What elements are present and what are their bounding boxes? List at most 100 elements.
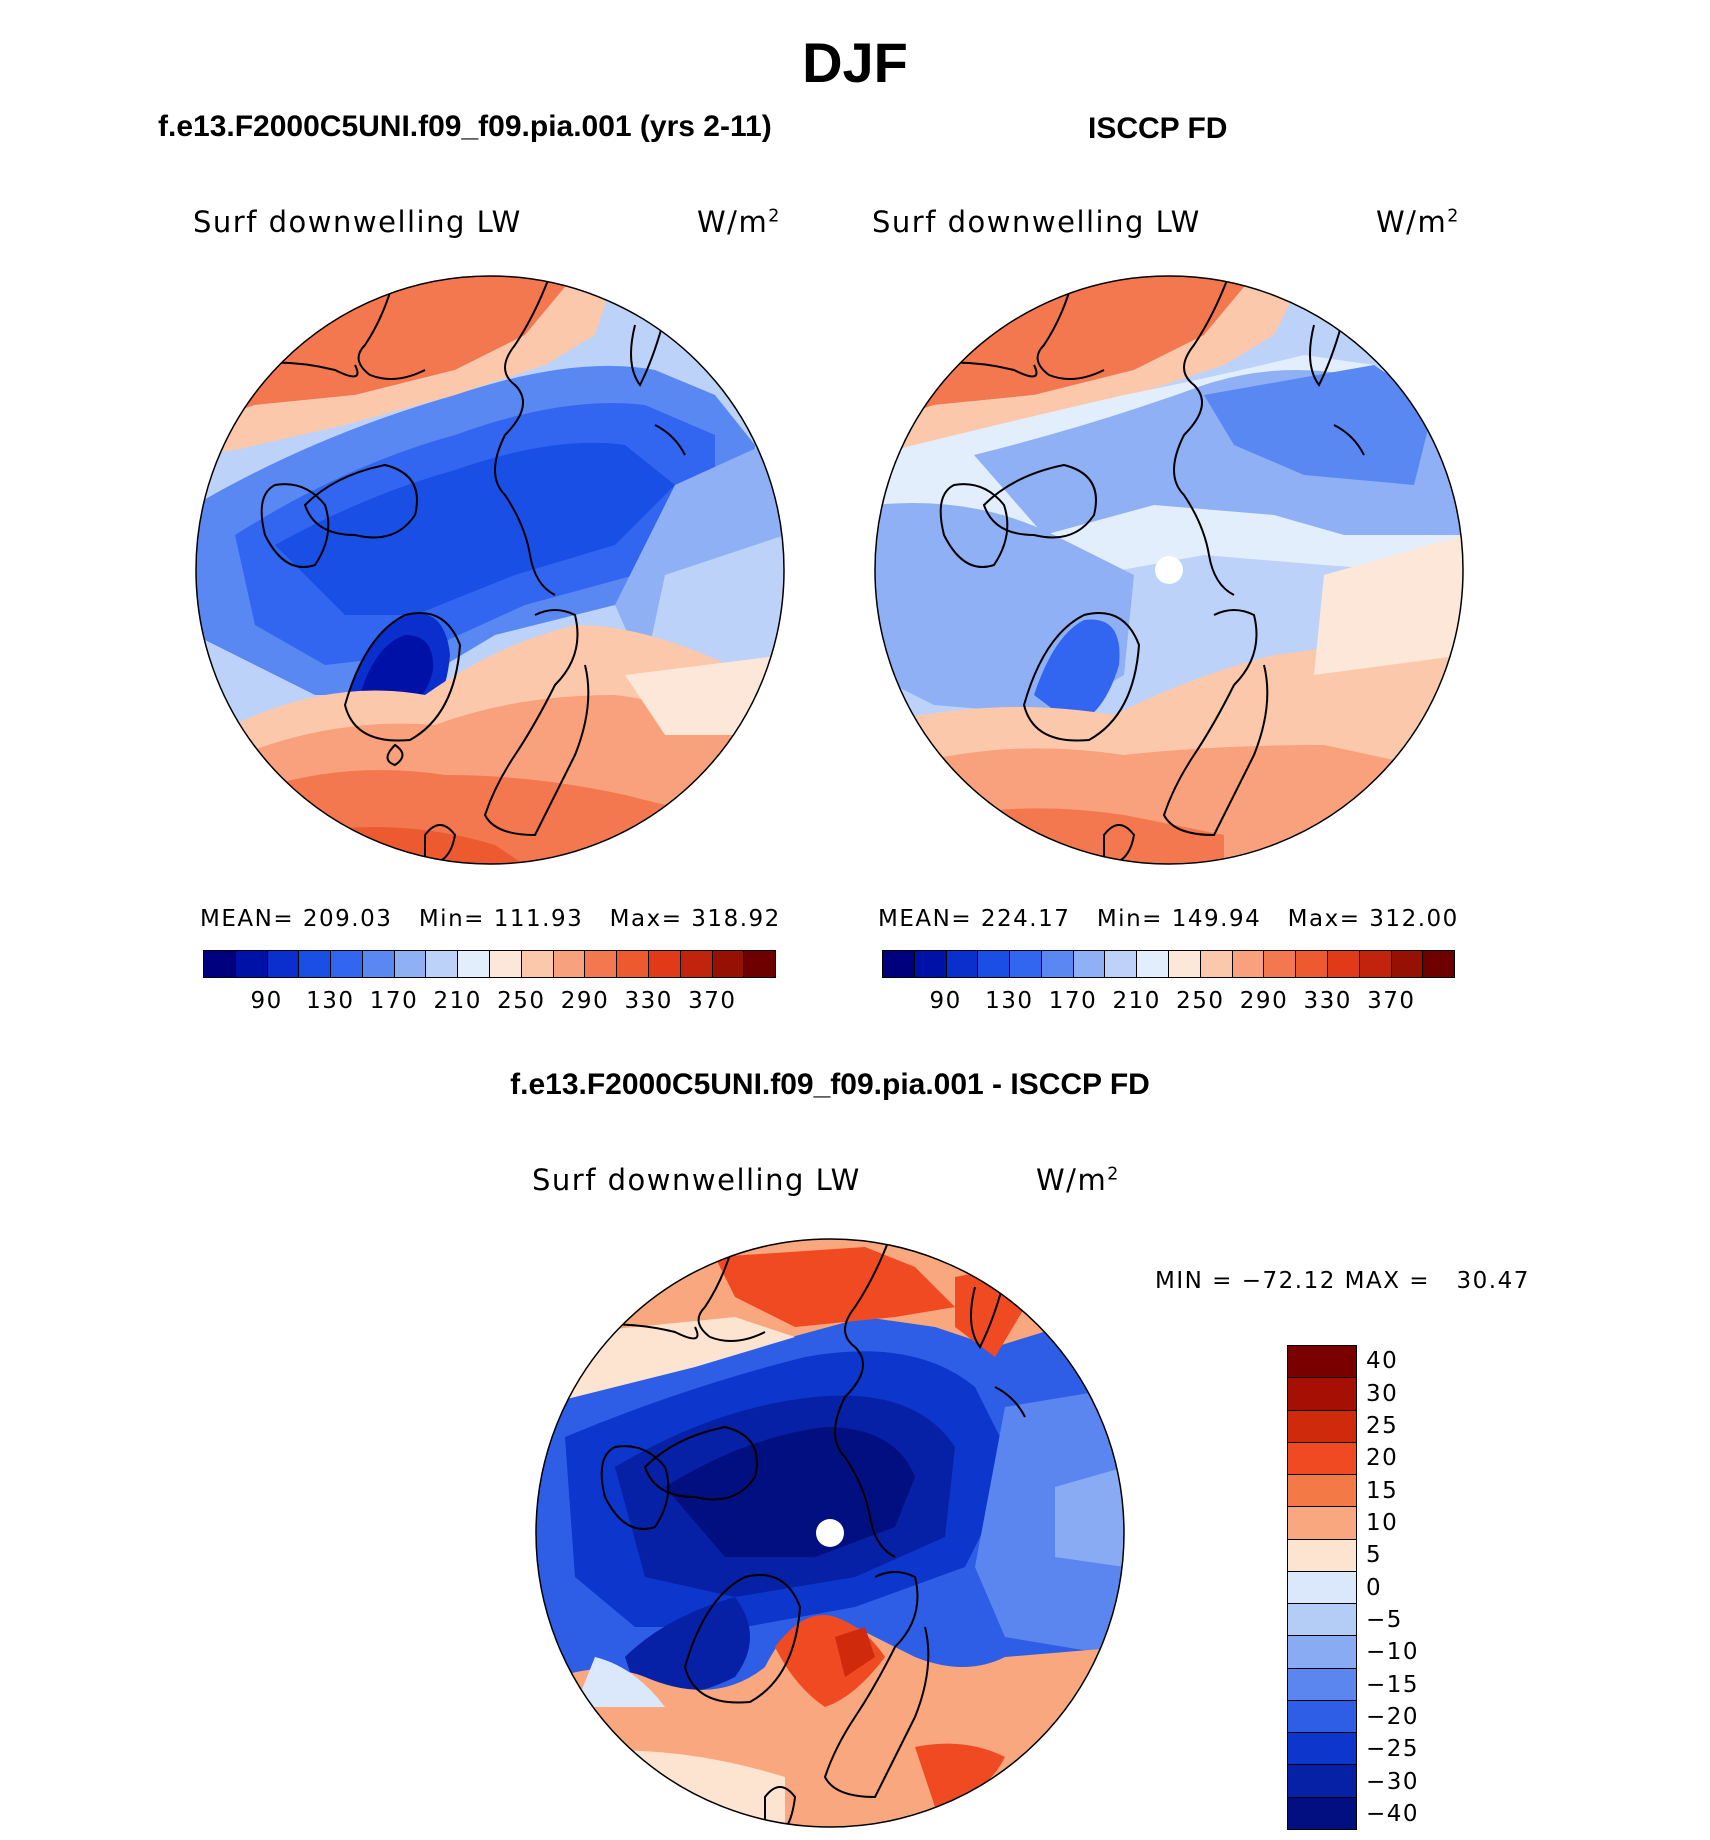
colorbar-obs-swatch	[1041, 951, 1074, 977]
colorbar-difference-swatch	[1288, 1571, 1356, 1605]
colorbar-model-tick-label: 250	[497, 988, 546, 1014]
colorbar-model-swatch	[204, 951, 236, 977]
colorbar-difference-swatch	[1288, 1700, 1356, 1734]
units-label-model: W/m2	[697, 205, 781, 239]
difference-title: f.e13.F2000C5UNI.f09_f09.pia.001 - ISCCP…	[510, 1068, 1150, 1101]
colorbar-obs-tick-label: 130	[985, 988, 1034, 1014]
colorbar-obs-tick-label: 170	[1048, 988, 1098, 1014]
colorbar-model-tick-label: 170	[369, 988, 419, 1014]
colorbar-obs	[882, 950, 1455, 978]
colorbar-model-tick-label: 330	[624, 988, 673, 1014]
colorbar-ticks-obs: 90 130 170 210 250 290 330 370	[882, 988, 1455, 1018]
colorbar-difference-tick-label: 30	[1366, 1380, 1399, 1407]
colorbar-model-swatch	[394, 951, 427, 977]
colorbar-obs-swatch	[1327, 951, 1360, 977]
colorbar-ticks-model: 90 130 170 210 250 290 330 370	[203, 988, 776, 1018]
colorbar-difference-swatch	[1288, 1765, 1356, 1798]
colorbar-obs-swatch	[1073, 951, 1106, 977]
polar-map-difference	[535, 1238, 1125, 1828]
polar-map-obs	[874, 275, 1464, 865]
colorbar-difference-swatch	[1288, 1668, 1356, 1701]
colorbar-model-swatch	[744, 951, 776, 977]
panel-title-model: f.e13.F2000C5UNI.f09_f09.pia.001 (yrs 2-…	[158, 110, 772, 143]
colorbar-difference-swatch	[1288, 1797, 1356, 1829]
colorbar-model-swatch	[680, 951, 713, 977]
colorbar-model-swatch	[521, 951, 554, 977]
colorbar-obs-swatch	[978, 951, 1011, 977]
colorbar-model-swatch	[426, 951, 459, 977]
colorbar-model-swatch	[235, 951, 268, 977]
colorbar-obs-swatch	[1232, 951, 1265, 977]
colorbar-obs-tick-label: 370	[1367, 988, 1416, 1014]
colorbar-model-tick-label: 90	[250, 988, 283, 1014]
colorbar-obs-swatch	[1264, 951, 1297, 977]
colorbar-model-swatch	[458, 951, 491, 977]
colorbar-difference	[1287, 1345, 1357, 1830]
stats-model: MEAN= 209.03 Min= 111.93 Max= 318.92	[200, 906, 781, 932]
polar-map-model	[195, 275, 785, 865]
colorbar-obs-swatch	[883, 951, 915, 977]
colorbar-model-tick-label: 130	[306, 988, 355, 1014]
colorbar-difference-tick-label: 0	[1366, 1574, 1383, 1601]
diff-min-max: MIN = −72.12 MAX = 30.47	[1155, 1268, 1530, 1294]
colorbar-model-swatch	[712, 951, 745, 977]
colorbar-difference-tick-label: 20	[1366, 1445, 1399, 1472]
colorbar-obs-swatch	[1010, 951, 1042, 977]
units-label-obs: W/m2	[1376, 205, 1460, 239]
colorbar-model-swatch	[617, 951, 649, 977]
colorbar-difference-swatch	[1288, 1636, 1356, 1669]
colorbar-model-swatch	[553, 951, 586, 977]
colorbar-model-tick-label: 210	[433, 988, 482, 1014]
variable-label-obs: Surf downwelling LW	[872, 205, 1201, 239]
colorbar-difference-tick-label: 10	[1366, 1509, 1399, 1536]
colorbar-obs-swatch	[1296, 951, 1328, 977]
colorbar-obs-swatch	[1423, 951, 1455, 977]
colorbar-model-swatch	[331, 951, 363, 977]
colorbar-difference-tick-label: −25	[1366, 1736, 1420, 1763]
colorbar-model-swatch	[490, 951, 522, 977]
colorbar-obs-swatch	[1391, 951, 1424, 977]
colorbar-difference-swatch	[1288, 1378, 1356, 1411]
colorbar-model-swatch	[267, 951, 300, 977]
colorbar-obs-swatch	[1137, 951, 1170, 977]
colorbar-difference-swatch	[1288, 1475, 1356, 1508]
colorbar-model-tick-label: 290	[560, 988, 610, 1014]
colorbar-difference-tick-label: −15	[1366, 1671, 1420, 1698]
variable-label-model: Surf downwelling LW	[193, 205, 522, 239]
colorbar-difference-tick-label: 5	[1366, 1542, 1383, 1569]
colorbar-difference-tick-label: −5	[1366, 1606, 1403, 1633]
colorbar-obs-swatch	[1105, 951, 1138, 977]
colorbar-model-swatch	[362, 951, 395, 977]
colorbar-obs-tick-label: 90	[929, 988, 962, 1014]
colorbar-difference-swatch	[1288, 1346, 1356, 1379]
colorbar-difference-swatch	[1288, 1604, 1356, 1637]
colorbar-difference-swatch	[1288, 1733, 1356, 1766]
colorbar-obs-swatch	[1200, 951, 1233, 977]
colorbar-difference-tick-label: 40	[1366, 1348, 1399, 1375]
colorbar-obs-tick-label: 330	[1303, 988, 1352, 1014]
colorbar-model-swatch	[299, 951, 332, 977]
colorbar-difference-tick-label: 15	[1366, 1477, 1399, 1504]
colorbar-model	[203, 950, 776, 978]
colorbar-difference-swatch	[1288, 1442, 1356, 1476]
colorbar-difference-tick-label: −10	[1366, 1639, 1420, 1666]
stats-obs: MEAN= 224.17 Min= 149.94 Max= 312.00	[878, 906, 1459, 932]
colorbar-obs-tick-label: 210	[1112, 988, 1161, 1014]
colorbar-difference-swatch	[1288, 1539, 1356, 1572]
colorbar-obs-tick-label: 250	[1176, 988, 1225, 1014]
colorbar-obs-swatch	[1359, 951, 1392, 977]
variable-label-diff: Surf downwelling LW	[532, 1163, 861, 1197]
colorbar-difference-swatch	[1288, 1507, 1356, 1540]
colorbar-obs-swatch	[914, 951, 947, 977]
colorbar-difference-tick-label: 25	[1366, 1412, 1399, 1439]
colorbar-difference-tick-label: −40	[1366, 1800, 1420, 1827]
colorbar-difference-swatch	[1288, 1410, 1356, 1443]
colorbar-obs-tick-label: 290	[1239, 988, 1289, 1014]
colorbar-difference-tick-label: −20	[1366, 1703, 1420, 1730]
colorbar-obs-swatch	[1169, 951, 1201, 977]
colorbar-model-swatch	[648, 951, 681, 977]
colorbar-obs-swatch	[946, 951, 979, 977]
panel-title-obs: ISCCP FD	[1088, 112, 1228, 145]
colorbar-model-tick-label: 370	[688, 988, 737, 1014]
figure-title: DJF	[802, 31, 908, 94]
